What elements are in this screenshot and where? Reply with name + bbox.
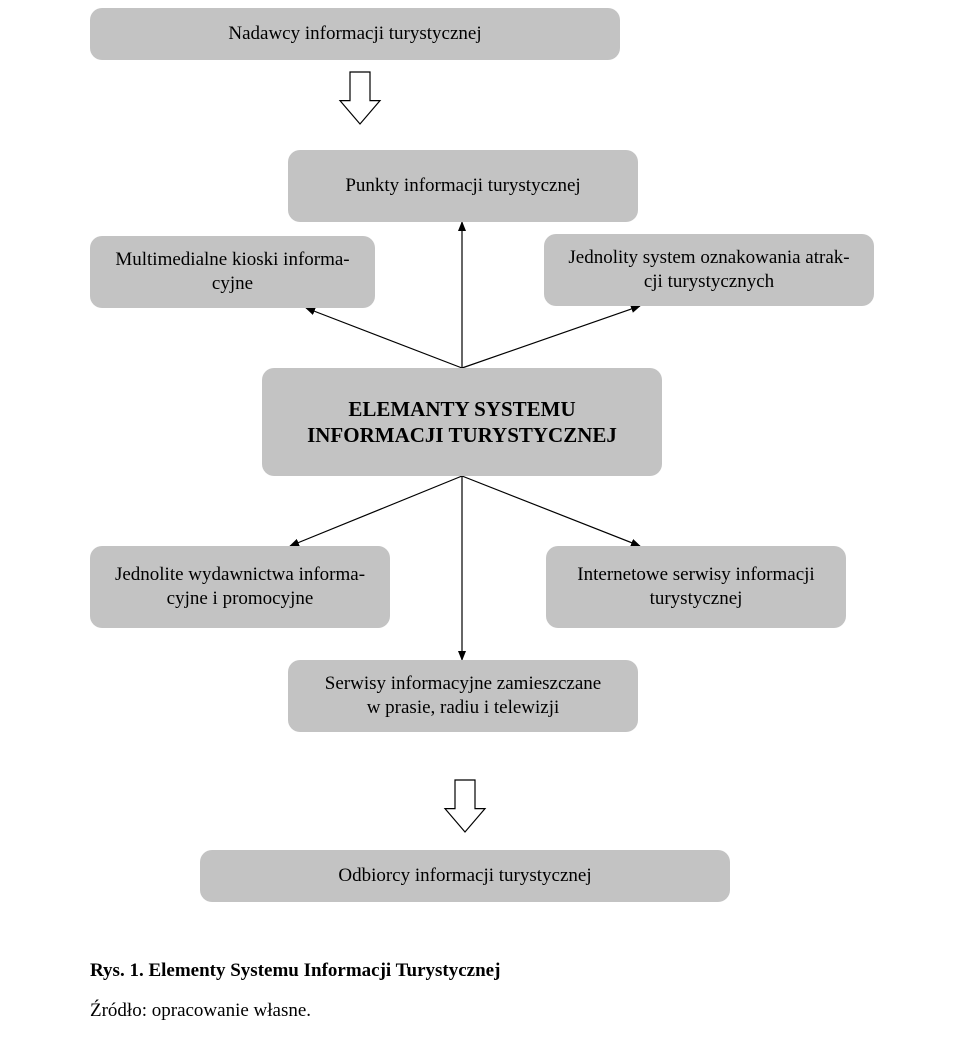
node-oznakowanie: Jednolity system oznakowania atrak-cji t… [544, 234, 874, 306]
node-label: Jednolity system oznakowania atrak-cji t… [568, 246, 849, 294]
node-punkty: Punkty informacji turystycznej [288, 150, 638, 222]
node-odbiorcy: Odbiorcy informacji turystycznej [200, 850, 730, 902]
node-label: Punkty informacji turystycznej [345, 174, 580, 198]
node-center: ELEMANTY SYSTEMU INFORMACJI TURYSTYCZNEJ [262, 368, 662, 476]
node-label: ELEMANTY SYSTEMU INFORMACJI TURYSTYCZNEJ [307, 396, 617, 449]
figure-source: Źródło: opracowanie własne. [90, 1000, 311, 1022]
node-label: Internetowe serwisy informacjiturystyczn… [577, 563, 814, 611]
figure-caption: Rys. 1. Elementy Systemu Informacji Tury… [90, 960, 500, 982]
node-wydawnictwa: Jednolite wydawnictwa informa-cyjne i pr… [90, 546, 390, 628]
node-label: Odbiorcy informacji turystycznej [338, 864, 591, 888]
node-label: Jednolite wydawnictwa informa-cyjne i pr… [115, 563, 365, 611]
node-kioski: Multimedialne kioski informa-cyjne [90, 236, 375, 308]
node-label: Multimedialne kioski informa-cyjne [115, 248, 349, 296]
node-serwisy: Serwisy informacyjne zamieszczanew prasi… [288, 660, 638, 732]
node-internetowe: Internetowe serwisy informacjiturystyczn… [546, 546, 846, 628]
node-label: Serwisy informacyjne zamieszczanew prasi… [325, 672, 601, 720]
node-nadawcy: Nadawcy informacji turystycznej [90, 8, 620, 60]
node-label: Nadawcy informacji turystycznej [228, 22, 481, 46]
